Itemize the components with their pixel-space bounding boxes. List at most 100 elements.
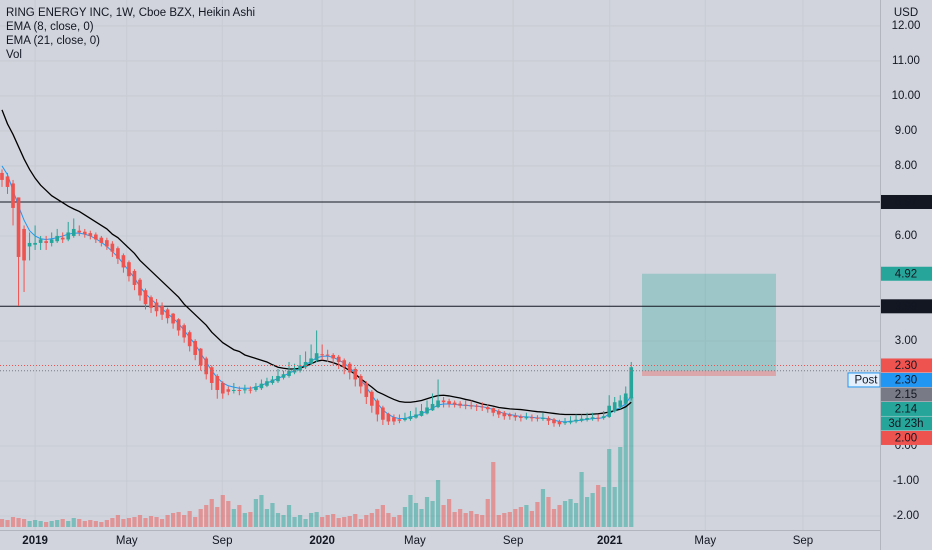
volume-bar bbox=[320, 517, 325, 527]
volume-bar bbox=[286, 505, 292, 527]
volume-bar bbox=[364, 515, 369, 527]
candle-body bbox=[220, 382, 225, 394]
volume-bar bbox=[215, 507, 220, 527]
volume-bar bbox=[137, 515, 143, 527]
volume-bar bbox=[33, 520, 38, 527]
volume-bar bbox=[623, 397, 628, 527]
candle-body bbox=[215, 375, 220, 390]
volume-bar bbox=[176, 512, 181, 527]
candle-body bbox=[458, 403, 462, 406]
volume-bar bbox=[226, 501, 231, 527]
volume-bar bbox=[375, 509, 380, 527]
candle-body bbox=[342, 360, 347, 368]
volume-bar bbox=[585, 497, 590, 527]
volume-bar bbox=[187, 511, 192, 527]
x-tick-label: Sep bbox=[503, 535, 523, 547]
volume-bar bbox=[292, 517, 297, 527]
candle-body bbox=[552, 419, 556, 424]
volume-bar bbox=[480, 515, 485, 527]
volume-bar bbox=[66, 521, 71, 527]
candle-body bbox=[535, 417, 540, 419]
volume-bar bbox=[21, 519, 27, 527]
volume-bar bbox=[618, 447, 623, 527]
volume-bar bbox=[143, 518, 148, 527]
legend-entry: Vol bbox=[6, 49, 22, 61]
price-label: 2.00 bbox=[895, 433, 917, 445]
candle-body bbox=[607, 405, 612, 417]
volume-bar bbox=[430, 501, 435, 527]
candle-body bbox=[463, 404, 468, 406]
candle-body bbox=[237, 389, 242, 391]
volume-bar bbox=[342, 517, 347, 527]
candle-body bbox=[187, 332, 192, 347]
candle-body bbox=[325, 354, 330, 356]
y-tick-label: 3.00 bbox=[895, 335, 917, 347]
volume-bar bbox=[55, 520, 60, 527]
candle-body bbox=[33, 242, 37, 245]
price-label-box bbox=[881, 358, 932, 373]
volume-bar bbox=[309, 513, 314, 527]
volume-bar bbox=[331, 514, 336, 527]
candle-body bbox=[132, 270, 137, 285]
candle-body bbox=[110, 243, 115, 252]
volume-bar bbox=[435, 480, 441, 527]
price-label-box bbox=[881, 387, 932, 402]
y-tick-label: -2.00 bbox=[893, 510, 919, 522]
volume-bar bbox=[303, 519, 308, 527]
volume-bar bbox=[248, 512, 253, 527]
candle-body bbox=[474, 405, 479, 407]
y-tick-label: -1.00 bbox=[893, 475, 919, 487]
candle-body bbox=[193, 340, 198, 355]
candle-body bbox=[121, 255, 126, 268]
y-tick-label: 11.00 bbox=[892, 55, 920, 67]
candle-body bbox=[370, 391, 374, 406]
candle-body bbox=[436, 400, 440, 408]
position-target-zone bbox=[642, 273, 776, 371]
volume-bar bbox=[198, 509, 203, 527]
candle-body bbox=[11, 183, 15, 208]
volume-bar bbox=[264, 509, 270, 527]
volume-bar bbox=[297, 515, 303, 527]
x-tick-label: May bbox=[116, 535, 138, 547]
volume-bar bbox=[259, 495, 264, 527]
legend-entry: EMA (8, close, 0) bbox=[6, 21, 94, 33]
candle-body bbox=[524, 417, 529, 419]
price-label-box bbox=[881, 416, 932, 431]
candle-body bbox=[55, 235, 60, 242]
candle-body bbox=[88, 233, 93, 236]
candle-body bbox=[209, 367, 214, 383]
volume-bar bbox=[424, 497, 430, 527]
volume-bar bbox=[336, 518, 341, 527]
price-label: 3.99 bbox=[895, 301, 917, 313]
volume-bar bbox=[71, 518, 76, 527]
candle-body bbox=[381, 407, 385, 420]
price-label-box bbox=[881, 299, 932, 314]
volume-bar bbox=[88, 520, 93, 527]
candle-body bbox=[232, 389, 236, 391]
volume-bar bbox=[463, 513, 468, 527]
candle-body bbox=[60, 237, 65, 240]
candle-body bbox=[590, 417, 595, 419]
volume-bar bbox=[551, 509, 557, 527]
x-tick-label: 2019 bbox=[22, 535, 48, 547]
volume-bar bbox=[518, 507, 523, 527]
volume-bar bbox=[209, 499, 214, 527]
price-label-box bbox=[881, 372, 932, 387]
candle-body bbox=[165, 309, 170, 319]
y-tick-label: 9.00 bbox=[895, 125, 917, 137]
volume-bar bbox=[408, 495, 413, 527]
volume-bar bbox=[182, 515, 187, 527]
volume-bar bbox=[419, 509, 424, 527]
candle-body bbox=[441, 400, 446, 403]
volume-bar bbox=[82, 521, 87, 527]
volume-bar bbox=[397, 515, 402, 527]
volume-bar bbox=[369, 513, 374, 527]
candle-body bbox=[541, 417, 545, 419]
candle-body bbox=[485, 407, 490, 410]
candle-body bbox=[375, 400, 380, 415]
price-label-box bbox=[881, 430, 932, 445]
candle-body bbox=[143, 290, 148, 305]
volume-bar bbox=[612, 487, 617, 527]
candle-body bbox=[513, 415, 518, 418]
